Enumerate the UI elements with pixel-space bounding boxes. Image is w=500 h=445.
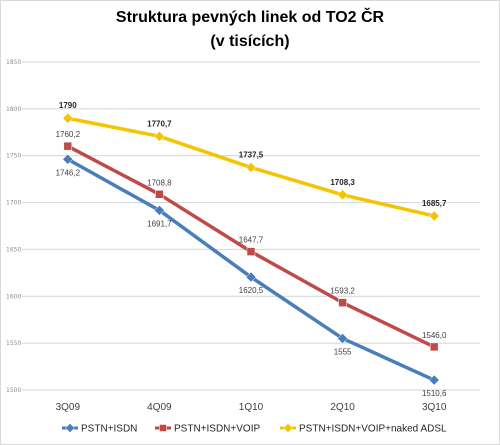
data-label: 1685,7 <box>422 199 447 208</box>
data-label: 1737,5 <box>239 150 264 159</box>
y-tick-label: 1750 <box>6 153 21 160</box>
x-tick-label: 1Q10 <box>239 402 264 413</box>
x-tick-label: 4Q09 <box>147 402 172 413</box>
x-tick-label: 2Q10 <box>330 402 355 413</box>
data-point <box>62 112 74 124</box>
data-point <box>65 423 75 433</box>
data-label: 1770,7 <box>147 119 172 128</box>
data-point <box>283 423 293 433</box>
chart-subtitle: (v tisících) <box>210 33 290 50</box>
data-point <box>154 130 165 142</box>
data-point <box>428 210 440 222</box>
data-label: 1691,7 <box>147 219 172 228</box>
data-label: 1647,7 <box>239 236 264 245</box>
data-labels: 1746,2 1691,7 1620,5 1555 1510,6 1760,2 1708,8… <box>56 101 447 398</box>
data-point <box>63 141 73 151</box>
data-point <box>245 162 257 173</box>
y-axis-ticks: 1500 1550 1600 1650 1700 1750 1800 1850 <box>6 59 21 394</box>
data-point <box>246 247 256 256</box>
y-tick-label: 1800 <box>6 106 21 113</box>
data-point <box>62 153 74 165</box>
legend-item: PSTN+ISDN+VOIP <box>155 424 260 435</box>
legend-item: PSTN+ISDN <box>62 423 137 435</box>
data-label: 1790 <box>59 101 77 110</box>
y-tick-label: 1650 <box>6 246 21 253</box>
series-line <box>66 157 435 382</box>
data-point <box>428 374 440 386</box>
data-label: 1708,3 <box>330 178 355 187</box>
data-label: 1708,8 <box>147 178 172 187</box>
data-label: 1510,6 <box>422 389 447 398</box>
data-point <box>337 333 348 344</box>
data-point <box>338 298 347 307</box>
data-point <box>337 189 348 201</box>
y-tick-label: 1500 <box>6 387 21 394</box>
data-point <box>159 424 167 432</box>
data-label: 1546,0 <box>422 331 447 340</box>
chart-title: Struktura pevných linek od TO2 ČR <box>115 9 385 26</box>
series-pstn-isdn <box>62 153 440 386</box>
x-axis-ticks: 3Q09 4Q09 1Q10 2Q10 3Q10 <box>56 402 447 413</box>
legend-label: PSTN+ISDN+VOIP+naked ADSL <box>299 424 447 435</box>
data-label: 1760,2 <box>56 130 81 139</box>
data-point <box>154 204 165 216</box>
data-point <box>155 190 164 199</box>
legend-label: PSTN+ISDN+VOIP <box>174 424 260 435</box>
series-pstn-isdn-voip-naked-adsl <box>62 112 440 222</box>
y-tick-label: 1550 <box>6 340 21 347</box>
legend: PSTN+ISDN PSTN+ISDN+VOIP PSTN+ISDN+VOIP+na… <box>62 423 447 435</box>
data-label: 1746,2 <box>56 168 81 177</box>
series-line <box>66 144 435 349</box>
y-tick-label: 1600 <box>6 293 21 300</box>
series-lines <box>62 112 440 386</box>
data-point <box>429 342 439 352</box>
x-tick-label: 3Q10 <box>422 402 447 413</box>
data-label: 1620,5 <box>239 286 264 295</box>
series-pstn-isdn-voip <box>63 141 439 352</box>
data-label: 1555 <box>334 347 352 356</box>
legend-item: PSTN+ISDN+VOIP+naked ADSL <box>280 423 447 435</box>
gridlines <box>22 61 480 391</box>
data-point <box>245 271 257 283</box>
data-label: 1593,2 <box>330 287 355 296</box>
x-tick-label: 3Q09 <box>56 402 81 413</box>
y-tick-label: 1850 <box>6 59 21 66</box>
y-tick-label: 1700 <box>6 200 21 207</box>
legend-label: PSTN+ISDN <box>81 424 137 435</box>
